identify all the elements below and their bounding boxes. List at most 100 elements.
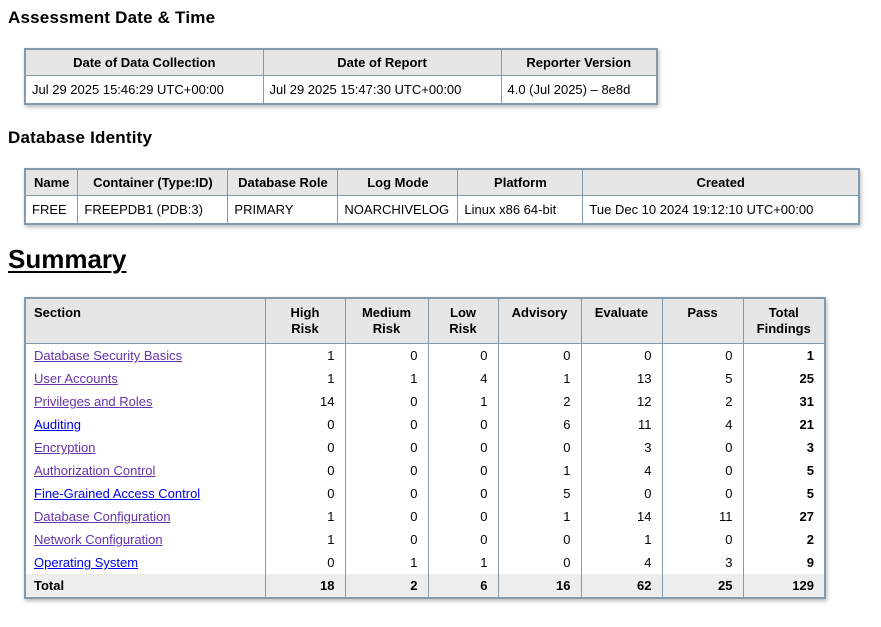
summary-row: Operating System 0 1 1 0 4 3 9: [25, 551, 825, 574]
created-value: Tue Dec 10 2024 19:12:10 UTC+00:00: [582, 195, 859, 224]
count-cell: 0: [661, 436, 743, 459]
log-mode-value: NOARCHIVELOG: [337, 195, 458, 224]
section-cell: Fine-Grained Access Control: [25, 482, 265, 505]
container-value: FREEPDB1 (PDB:3): [77, 195, 228, 224]
count-cell: 2: [497, 390, 581, 413]
section-link[interactable]: Database Security Basics: [34, 348, 183, 363]
report-date-value: Jul 29 2025 15:47:30 UTC+00:00: [262, 75, 501, 104]
count-cell: 0: [427, 459, 498, 482]
summary-total-row: Total 18 2 6 16 62 25 129: [25, 574, 825, 598]
count-cell: 14: [580, 505, 662, 528]
count-cell: 0: [427, 343, 498, 367]
section-link[interactable]: Auditing: [34, 417, 81, 432]
summary-table: Section High Risk Medium Risk Low Risk Advis…: [24, 297, 826, 599]
count-cell: 16: [497, 574, 581, 598]
count-cell: 1: [497, 505, 581, 528]
count-cell: 0: [344, 505, 428, 528]
col-header-platform: Platform: [457, 169, 583, 196]
count-cell: 0: [580, 482, 662, 505]
col-header-reporter-version: Reporter Version: [500, 49, 657, 76]
summary-heading: Summary: [8, 244, 127, 274]
section-link[interactable]: Database Configuration: [34, 509, 171, 524]
count-cell: 0: [344, 343, 428, 367]
count-cell: 1: [264, 343, 345, 367]
section-link[interactable]: User Accounts: [34, 371, 118, 386]
count-cell: 11: [661, 505, 743, 528]
count-cell: 1: [497, 459, 581, 482]
count-cell: 27: [742, 505, 825, 528]
count-cell: 0: [264, 436, 345, 459]
count-cell: 1: [427, 390, 498, 413]
count-cell: 11: [580, 413, 662, 436]
section-link[interactable]: Fine-Grained Access Control: [34, 486, 201, 501]
count-cell: 0: [427, 528, 498, 551]
count-cell: 0: [427, 505, 498, 528]
count-cell: 21: [742, 413, 825, 436]
count-cell: 0: [580, 343, 662, 367]
section-cell: Network Configuration: [25, 528, 265, 551]
section-cell: Encryption: [25, 436, 265, 459]
count-cell: 1: [264, 528, 345, 551]
section-cell: Operating System: [25, 551, 265, 574]
count-cell: 5: [497, 482, 581, 505]
summary-row: Network Configuration 1 0 0 0 1 0 2: [25, 528, 825, 551]
count-cell: 5: [661, 367, 743, 390]
reporter-version-value: 4.0 (Jul 2025) – 8e8d: [500, 75, 657, 104]
assessment-date-time-heading: Assessment Date & Time: [8, 8, 216, 27]
summary-header-row: Section High Risk Medium Risk Low Risk Advis…: [25, 298, 825, 344]
section-cell: User Accounts: [25, 367, 265, 390]
count-cell: 0: [264, 413, 345, 436]
count-cell: 0: [427, 482, 498, 505]
col-header-database-role: Database Role: [227, 169, 338, 196]
col-header-container: Container (Type:ID): [77, 169, 228, 196]
col-header-date-of-report: Date of Report: [262, 49, 501, 76]
database-role-value: PRIMARY: [227, 195, 338, 224]
count-cell: 4: [580, 459, 662, 482]
count-cell: 4: [580, 551, 662, 574]
summary-row: Encryption 0 0 0 0 3 0 3: [25, 436, 825, 459]
assessment-table: Date of Data Collection Date of Report R…: [24, 48, 658, 105]
col-header-date-of-data-collection: Date of Data Collection: [25, 49, 263, 76]
count-cell: 0: [497, 528, 581, 551]
summary-table-body: Database Security Basics 1 0 0 0 0 0 1 User Acco…: [25, 343, 825, 598]
count-cell: 0: [264, 551, 345, 574]
count-cell: 1: [264, 367, 345, 390]
count-cell: 1: [344, 551, 428, 574]
section-cell: Database Security Basics: [25, 343, 265, 367]
summary-row: Fine-Grained Access Control 0 0 0 5 0 0 5: [25, 482, 825, 505]
count-cell: 13: [580, 367, 662, 390]
count-cell: 5: [742, 459, 825, 482]
count-cell: 0: [661, 343, 743, 367]
count-cell: 12: [580, 390, 662, 413]
data-collection-date-value: Jul 29 2025 15:46:29 UTC+00:00: [25, 75, 263, 104]
platform-value: Linux x86 64-bit: [457, 195, 583, 224]
summary-row: Privileges and Roles 14 0 1 2 12 2 31: [25, 390, 825, 413]
count-cell: 18: [264, 574, 345, 598]
section-link[interactable]: Authorization Control: [34, 463, 156, 478]
col-header-log-mode: Log Mode: [337, 169, 458, 196]
count-cell: 129: [742, 574, 825, 598]
summary-col-header: Section: [25, 298, 265, 344]
count-cell: 5: [742, 482, 825, 505]
summary-row: User Accounts 1 1 4 1 13 5 25: [25, 367, 825, 390]
assessment-data-row: Jul 29 2025 15:46:29 UTC+00:00 Jul 29 20…: [25, 75, 657, 104]
count-cell: 31: [742, 390, 825, 413]
count-cell: 1: [742, 343, 825, 367]
section-cell: Database Configuration: [25, 505, 265, 528]
db-name-value: FREE: [25, 195, 78, 224]
section-link[interactable]: Privileges and Roles: [34, 394, 153, 409]
count-cell: 9: [742, 551, 825, 574]
count-cell: 3: [580, 436, 662, 459]
count-cell: 14: [264, 390, 345, 413]
section-link[interactable]: Network Configuration: [34, 532, 163, 547]
count-cell: 2: [661, 390, 743, 413]
count-cell: 25: [742, 367, 825, 390]
summary-col-header: Medium Risk: [344, 298, 428, 344]
section-link[interactable]: Operating System: [34, 555, 139, 570]
section-link[interactable]: Encryption: [34, 440, 96, 455]
count-cell: 1: [427, 551, 498, 574]
col-header-name: Name: [25, 169, 78, 196]
count-cell: 0: [344, 459, 428, 482]
count-cell: 0: [344, 436, 428, 459]
count-cell: 25: [661, 574, 743, 598]
